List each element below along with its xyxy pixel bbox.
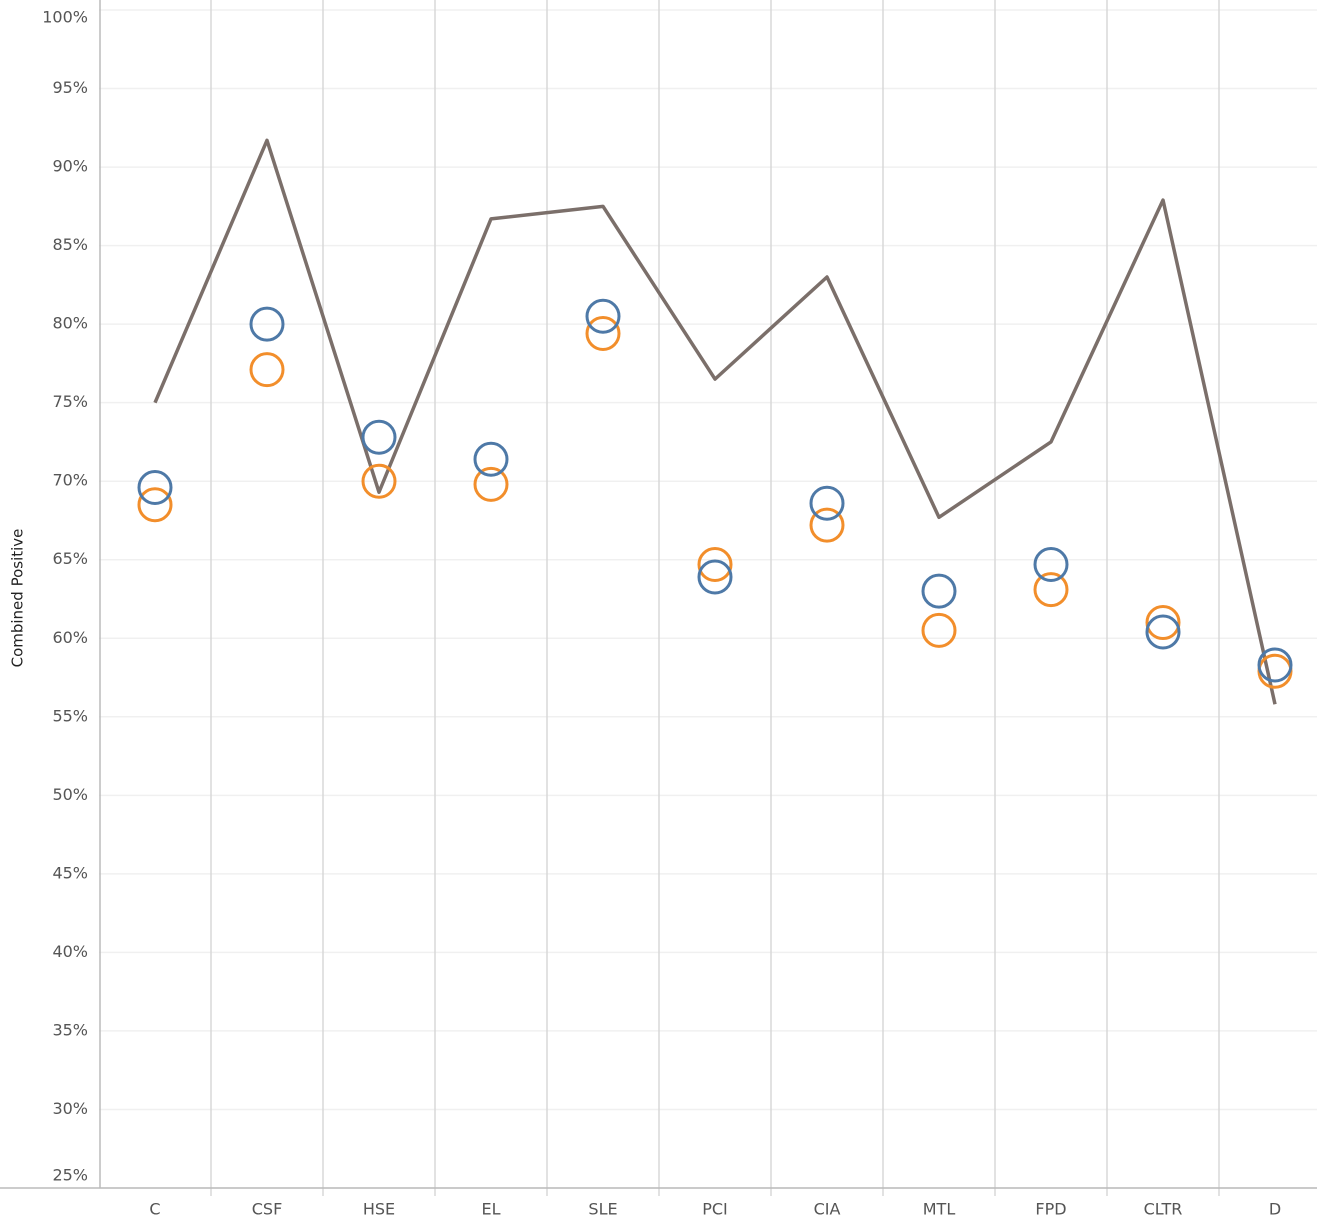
point (361, 419, 397, 455)
y-tick-label: 55% (52, 706, 88, 725)
y-tick-label: 25% (52, 1166, 88, 1185)
y-tick-label: 45% (52, 863, 88, 882)
point (1033, 546, 1069, 582)
line (153, 138, 1277, 705)
x-tick-label: FPD (1035, 1200, 1066, 1219)
y-tick-label: 50% (52, 785, 88, 804)
y-tick-label: 60% (52, 628, 88, 647)
point (921, 612, 957, 648)
y-tick-label: 90% (52, 157, 88, 176)
point (921, 573, 957, 609)
x-tick-label: CSF (252, 1200, 283, 1219)
point (1145, 605, 1181, 641)
point (137, 487, 173, 523)
point (585, 298, 621, 334)
point (809, 485, 845, 521)
x-tick-label: PCI (702, 1200, 728, 1219)
y-tick-label: 70% (52, 471, 88, 490)
point (249, 352, 285, 388)
point (249, 306, 285, 342)
point (697, 559, 733, 595)
y-tick-label: 75% (52, 392, 88, 411)
x-tick-label: SLE (588, 1200, 617, 1219)
y-tick-label: 30% (52, 1099, 88, 1118)
y-tick-label: 35% (52, 1020, 88, 1039)
x-tick-label: D (1269, 1200, 1281, 1219)
point (585, 316, 621, 352)
y-tick-label: 100% (42, 8, 88, 27)
x-tick-label: CLTR (1144, 1200, 1183, 1219)
x-tick-label: CIA (814, 1200, 841, 1219)
y-tick-label: 80% (52, 314, 88, 333)
point (697, 546, 733, 582)
y-tick-label: 95% (52, 78, 88, 97)
y-tick-label: 40% (52, 942, 88, 961)
x-tick-label: MTL (923, 1200, 956, 1219)
point (361, 463, 397, 499)
y-tick-label: 65% (52, 549, 88, 568)
x-tick-label: HSE (363, 1200, 395, 1219)
point (809, 507, 845, 543)
y-tick-label: 85% (52, 235, 88, 254)
y-axis-label: Combined Positive (9, 529, 27, 668)
point (473, 441, 509, 477)
point (1257, 647, 1293, 683)
x-tick-label: C (149, 1200, 160, 1219)
x-tick-label: EL (481, 1200, 500, 1219)
point (1033, 572, 1069, 608)
point (1145, 614, 1181, 650)
point (473, 466, 509, 502)
point (137, 469, 173, 505)
